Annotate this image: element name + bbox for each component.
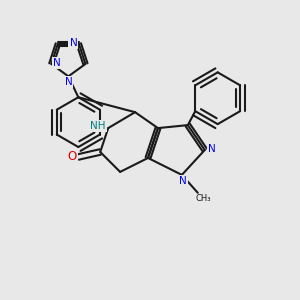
- Text: N: N: [64, 77, 72, 87]
- Text: N: N: [208, 144, 216, 154]
- Text: NH: NH: [91, 121, 106, 131]
- Text: N: N: [53, 58, 61, 68]
- Text: CH₃: CH₃: [195, 194, 211, 203]
- Text: O: O: [68, 151, 77, 164]
- Text: N: N: [70, 38, 77, 48]
- Text: N: N: [179, 176, 187, 186]
